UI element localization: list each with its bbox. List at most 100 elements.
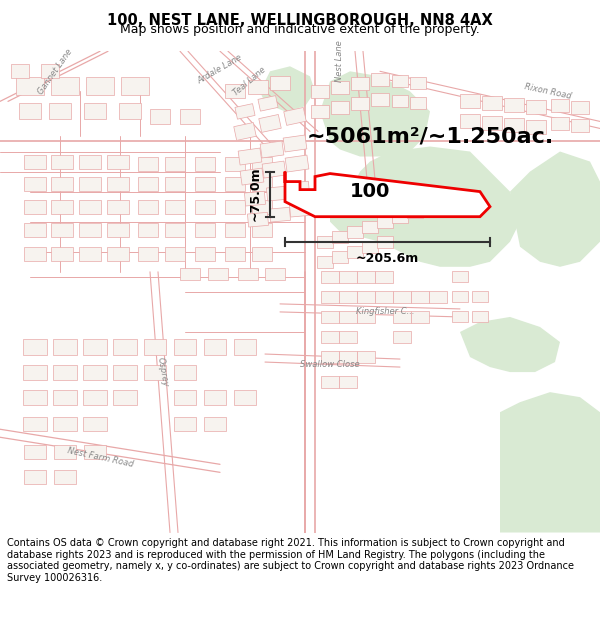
Bar <box>144 364 166 379</box>
Bar <box>24 471 46 484</box>
Bar <box>53 418 77 431</box>
Bar <box>51 78 79 96</box>
Bar <box>252 247 272 261</box>
Text: Nest Lane: Nest Lane <box>335 41 344 82</box>
Bar <box>357 311 375 323</box>
Bar <box>357 291 375 303</box>
Bar <box>138 156 158 171</box>
Bar <box>482 116 502 131</box>
Bar <box>107 222 129 237</box>
Bar <box>377 216 393 227</box>
Bar <box>225 247 245 261</box>
Bar <box>392 96 408 108</box>
Bar <box>371 93 389 106</box>
Bar <box>410 98 426 109</box>
Bar <box>265 268 285 280</box>
Bar <box>248 81 268 94</box>
Bar <box>332 251 348 262</box>
Bar <box>225 222 245 237</box>
Bar <box>283 135 307 152</box>
Bar <box>150 109 170 124</box>
Bar <box>321 311 339 323</box>
Bar <box>51 222 73 237</box>
Bar <box>180 268 200 280</box>
Bar <box>252 177 272 191</box>
Bar <box>339 376 357 388</box>
Bar <box>266 186 287 201</box>
Bar <box>174 364 196 379</box>
Bar <box>260 141 284 158</box>
Bar <box>472 291 488 302</box>
Bar <box>83 418 107 431</box>
Bar <box>526 121 546 134</box>
Bar <box>407 206 423 217</box>
Bar <box>51 247 73 261</box>
Bar <box>362 221 378 232</box>
Bar <box>411 291 429 303</box>
Bar <box>107 199 129 214</box>
Text: Swallow Close: Swallow Close <box>300 359 360 369</box>
Bar <box>410 78 426 89</box>
Bar <box>332 231 348 242</box>
Bar <box>174 389 196 404</box>
Bar <box>53 364 77 379</box>
Bar <box>204 389 226 404</box>
Bar <box>321 331 339 343</box>
Bar <box>79 177 101 191</box>
Bar <box>284 107 306 126</box>
Bar <box>79 247 101 261</box>
Text: Contains OS data © Crown copyright and database right 2021. This information is : Contains OS data © Crown copyright and d… <box>7 538 574 583</box>
Bar <box>362 241 378 252</box>
Bar <box>225 84 245 98</box>
Bar <box>79 222 101 237</box>
Bar <box>86 78 114 96</box>
Bar <box>238 268 258 280</box>
Polygon shape <box>285 171 490 217</box>
Text: Teal Lane: Teal Lane <box>232 65 268 98</box>
Bar <box>24 199 46 214</box>
Text: Ardale Lane: Ardale Lane <box>196 53 244 86</box>
Bar <box>321 376 339 388</box>
Bar <box>252 199 272 214</box>
Bar <box>311 85 329 98</box>
Bar <box>51 177 73 191</box>
Bar <box>351 97 369 110</box>
Bar <box>321 291 339 303</box>
Bar <box>321 351 339 363</box>
Bar <box>259 114 281 132</box>
Bar <box>113 339 137 354</box>
Bar <box>339 311 357 323</box>
Bar <box>165 247 185 261</box>
Bar <box>347 246 363 258</box>
Bar <box>234 389 256 404</box>
Bar <box>472 311 488 322</box>
Bar <box>54 445 76 459</box>
Bar <box>317 256 333 268</box>
Bar <box>270 76 290 91</box>
Bar <box>289 181 310 196</box>
Bar <box>460 94 480 108</box>
Bar <box>121 78 149 96</box>
Bar <box>357 351 375 363</box>
Bar <box>377 236 393 248</box>
Bar <box>83 364 107 379</box>
Bar <box>526 101 546 114</box>
Bar <box>351 77 369 90</box>
Bar <box>422 201 438 212</box>
Bar <box>23 389 47 404</box>
Text: Map shows position and indicative extent of the property.: Map shows position and indicative extent… <box>120 23 480 36</box>
Bar <box>165 222 185 237</box>
Bar <box>235 104 255 119</box>
Bar <box>375 291 393 303</box>
Bar <box>393 331 411 343</box>
Bar <box>41 64 59 78</box>
Bar <box>285 155 309 172</box>
Bar <box>84 445 106 459</box>
Bar <box>51 154 73 169</box>
Bar <box>289 202 311 217</box>
Bar <box>113 364 137 379</box>
Bar <box>165 177 185 191</box>
Bar <box>24 247 46 261</box>
Bar <box>234 122 256 141</box>
Bar <box>392 75 408 88</box>
